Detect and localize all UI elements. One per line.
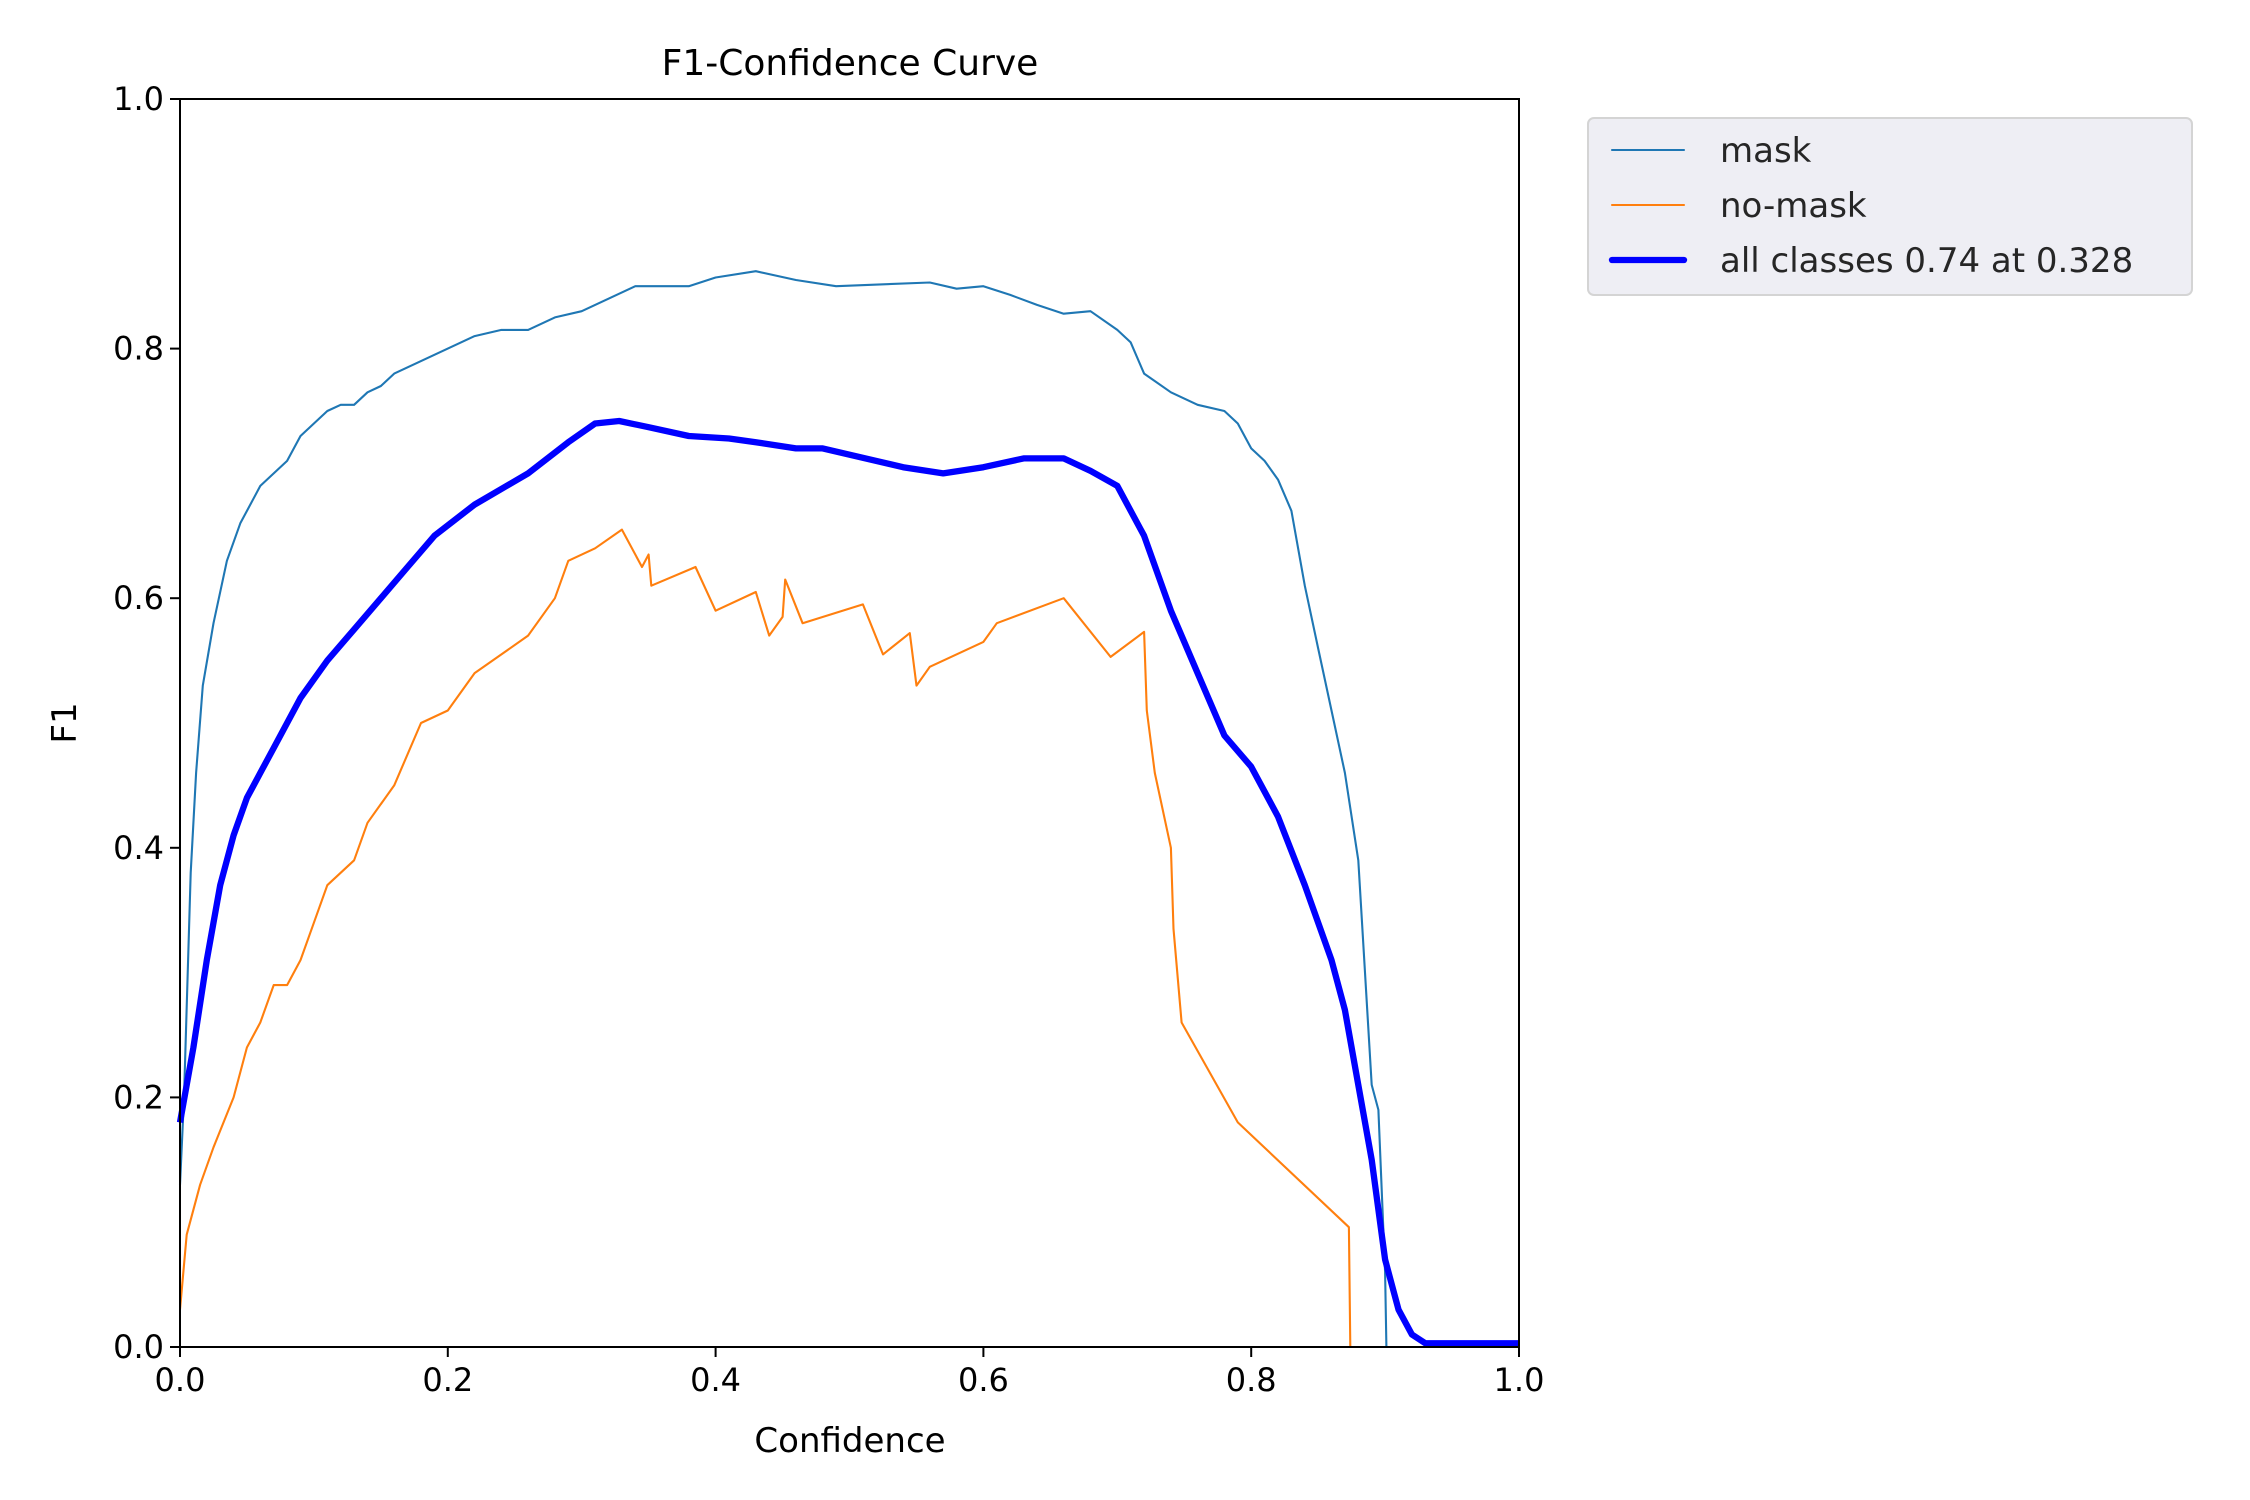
legend-box bbox=[1587, 117, 2193, 296]
series-line-1 bbox=[178, 528, 1386, 1349]
series-group bbox=[176, 270, 1519, 1349]
y-axis-label: F1 bbox=[45, 702, 85, 743]
legend-label: no-mask bbox=[1720, 186, 1867, 226]
plot-frame bbox=[179, 98, 1520, 1348]
x-tick-label: 0.6 bbox=[958, 1361, 1009, 1399]
x-axis-label: Confidence bbox=[754, 1421, 945, 1461]
axis-ticks: 0.0 0.2 0.4 0.6 0.8 1.0 0.0 0.2 0.4 0.6 0.8 1.0 bbox=[113, 80, 1544, 1399]
y-tick-label: 0.0 bbox=[113, 1328, 164, 1366]
y-tick-label: 0.6 bbox=[113, 579, 164, 617]
legend-label: all classes 0.74 at 0.328 bbox=[1720, 241, 2133, 281]
series-line-0 bbox=[178, 270, 1519, 1349]
x-tick-label: 1.0 bbox=[1494, 1361, 1545, 1399]
series-line-2 bbox=[176, 417, 1519, 1347]
y-tick-label: 0.4 bbox=[113, 829, 164, 867]
legend-label: mask bbox=[1720, 131, 1812, 171]
y-tick-label: 0.8 bbox=[113, 330, 164, 368]
x-tick-label: 0.8 bbox=[1226, 1361, 1277, 1399]
x-tick-label: 0.4 bbox=[690, 1361, 741, 1399]
chart-title: F1-Confidence Curve bbox=[662, 43, 1039, 84]
x-tick-label: 0.0 bbox=[155, 1361, 206, 1399]
y-tick-label: 1.0 bbox=[113, 80, 164, 118]
y-tick-label: 0.2 bbox=[113, 1078, 164, 1116]
legend: mask no-mask all classes 0.74 at 0.328 bbox=[1587, 117, 2193, 296]
x-tick-label: 0.2 bbox=[422, 1361, 473, 1399]
